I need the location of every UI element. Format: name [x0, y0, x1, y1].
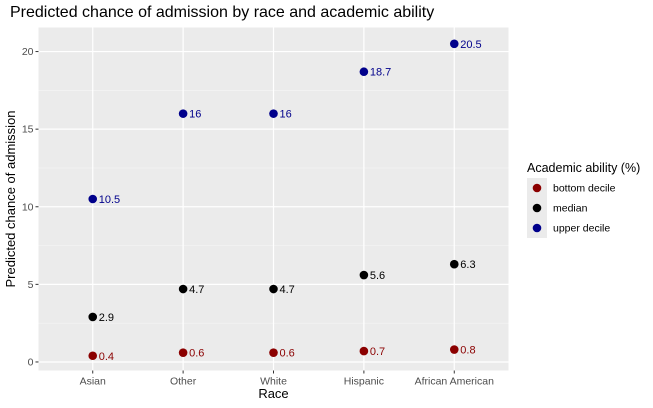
data-label: 6.3	[460, 259, 475, 271]
y-tick-label: 0	[28, 356, 34, 368]
x-axis-title: Race	[258, 386, 288, 401]
data-point	[269, 284, 278, 294]
legend-items: bottom decile median upper decile	[527, 178, 616, 238]
chart-title: Predicted chance of admission by race an…	[10, 4, 434, 21]
data-point	[178, 348, 188, 357]
data-label: 0.4	[99, 351, 114, 363]
data-label: 0.6	[189, 348, 204, 360]
data-label: 4.7	[189, 284, 204, 296]
data-label: 4.7	[280, 284, 295, 296]
x-tick-label: Asian	[80, 376, 106, 388]
y-axis: 0 5 10 15 20	[22, 46, 39, 368]
data-label: 16	[280, 109, 292, 121]
legend: Academic ability (%) bottom decile median…	[527, 161, 640, 238]
data-label: 18.7	[370, 67, 391, 79]
data-label: 10.5	[99, 194, 120, 206]
data-point	[88, 194, 98, 204]
data-label: 0.7	[370, 346, 385, 358]
data-point	[88, 312, 98, 322]
y-tick-label: 5	[28, 279, 34, 291]
y-axis-title: Predicted chance of admission	[3, 110, 18, 287]
x-tick-label: Other	[170, 376, 197, 388]
data-point	[449, 39, 459, 49]
legend-marker	[532, 203, 542, 213]
data-label: 2.9	[99, 312, 114, 324]
data-label: 16	[189, 109, 201, 121]
x-tick-label: African American	[415, 376, 495, 388]
data-point	[178, 284, 188, 294]
x-tick-label: Hispanic	[344, 376, 384, 388]
data-point	[359, 346, 369, 356]
data-point	[449, 345, 459, 354]
legend-marker	[532, 223, 542, 233]
x-axis: Asian Other White Hispanic African American	[80, 370, 495, 388]
data-point	[449, 259, 459, 269]
data-label: 0.8	[460, 345, 475, 357]
data-label: 20.5	[460, 39, 481, 51]
data-point	[178, 109, 188, 118]
legend-label: bottom decile	[553, 183, 616, 195]
data-point	[359, 270, 369, 280]
legend-label: upper decile	[553, 223, 610, 235]
data-point	[269, 109, 278, 118]
data-point	[359, 67, 369, 77]
legend-marker	[532, 183, 542, 193]
data-label: 0.6	[280, 348, 295, 360]
data-label: 5.6	[370, 270, 385, 282]
legend-title: Academic ability (%)	[527, 161, 640, 175]
legend-label: median	[553, 203, 588, 215]
y-tick-label: 10	[22, 201, 34, 213]
y-tick-label: 15	[22, 124, 34, 136]
data-points	[88, 39, 459, 361]
x-tick-label: White	[260, 376, 287, 388]
data-labels: 0.4 0.6 0.6 0.7 0.8 2.9 4.7 4.7 5.6 6.3 10.5 16 16 18…	[99, 39, 482, 363]
y-tick-label: 20	[22, 46, 34, 58]
data-point	[269, 348, 278, 357]
data-point	[88, 351, 98, 361]
